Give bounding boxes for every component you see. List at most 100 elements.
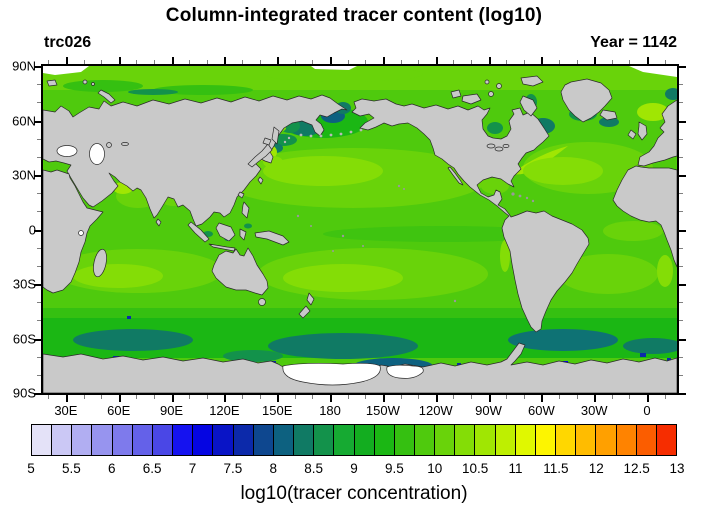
colorbar-cell-9 [213, 425, 234, 455]
colorbar-label-11: 11 [508, 461, 523, 476]
north-and-south-america [351, 98, 590, 333]
major-tick [383, 57, 385, 64]
lat-label-90N: 90N [12, 58, 36, 74]
colorbar-cell-19 [414, 425, 436, 455]
sulawesi [239, 228, 247, 241]
major-tick [66, 395, 68, 402]
lake-victoria [78, 230, 84, 236]
lon-label-30W: 30W [580, 403, 608, 418]
minor-tick [679, 266, 683, 267]
colorbar-label-6.5: 6.5 [142, 461, 162, 476]
colorbar-cell-29 [616, 425, 637, 455]
iceland [599, 109, 618, 121]
novaya-zemlya [97, 89, 116, 104]
minor-tick [189, 395, 190, 399]
colorbar-cell-4 [112, 425, 133, 455]
major-tick [679, 393, 686, 395]
colorbar-label-5: 5 [27, 461, 35, 476]
minor-tick [679, 248, 683, 249]
inland-water-and-shelf [56, 142, 510, 386]
hokkaido [262, 137, 272, 146]
major-tick [436, 395, 438, 402]
minor-tick [260, 395, 261, 399]
major-tick [647, 57, 649, 64]
antarctica [43, 342, 677, 393]
australia [211, 247, 269, 296]
minor-tick [418, 395, 419, 399]
polar-missing-data [43, 66, 677, 77]
major-tick [647, 395, 649, 402]
caribbean-islands [511, 192, 535, 203]
colorbar-cell-30 [636, 425, 657, 455]
major-tick [541, 395, 543, 402]
major-tick [679, 66, 686, 68]
colorbar-cell-26 [556, 425, 577, 455]
aleutian-islands [283, 128, 363, 144]
new-zealand-north [306, 292, 315, 306]
colorbar-cell-23 [495, 425, 516, 455]
minor-tick [577, 395, 578, 399]
colorbar-cell-15 [334, 425, 355, 455]
major-tick [594, 57, 596, 64]
major-tick [34, 121, 41, 123]
great-lakes [486, 143, 510, 152]
colorbar-cell-22 [475, 425, 496, 455]
lat-label-60N: 60N [12, 113, 36, 128]
africa-west [612, 165, 677, 268]
borneo [215, 222, 236, 242]
colorbar-cell-7 [173, 425, 194, 455]
lake-balkhash [121, 142, 129, 146]
major-tick [34, 393, 41, 395]
major-tick [119, 57, 121, 64]
major-tick [34, 66, 41, 68]
major-tick [330, 57, 332, 64]
lon-label-180: 180 [319, 403, 341, 418]
minor-tick [559, 395, 560, 399]
minor-tick [453, 395, 454, 399]
lon-label-150E: 150E [262, 403, 293, 418]
minor-tick [312, 395, 313, 399]
year-label: Year = 1142 [590, 34, 677, 51]
colorbar-label-9.5: 9.5 [384, 461, 404, 476]
ellesmere [520, 75, 544, 87]
colorbar-cell-16 [354, 425, 375, 455]
minor-tick [348, 395, 349, 399]
major-tick [277, 57, 279, 64]
minor-tick [679, 193, 683, 194]
lon-label-60W: 60W [528, 403, 555, 418]
colorbar-cell-1 [52, 425, 73, 455]
major-tick [277, 395, 279, 402]
colorbar-label-11.5: 11.5 [543, 461, 569, 476]
colorbar-label-10.5: 10.5 [461, 461, 489, 476]
minor-tick [612, 395, 613, 399]
world-map-plot [41, 64, 679, 395]
colorbar-cell-11 [253, 425, 274, 455]
victoria-island [461, 93, 482, 105]
land-masses [43, 75, 677, 393]
colorbar-label-8: 8 [269, 461, 278, 476]
lon-label-90W: 90W [475, 403, 502, 418]
major-tick [330, 395, 332, 402]
minor-tick [679, 157, 683, 158]
major-tick [489, 395, 491, 402]
taiwan [257, 176, 264, 185]
japan [247, 143, 273, 168]
lat-label-60S: 60S [12, 331, 36, 346]
new-guinea [254, 230, 290, 246]
minor-tick [365, 395, 366, 399]
colorbar-cell-25 [535, 425, 557, 455]
hainan [237, 191, 245, 199]
minor-tick [524, 395, 525, 399]
pacific-islands [296, 184, 457, 303]
lon-label-90E: 90E [159, 403, 184, 418]
major-tick [34, 339, 41, 341]
europe-west [637, 99, 677, 167]
banks-island [450, 89, 462, 99]
small-ice-shelf [386, 364, 424, 379]
caspian-sea [89, 143, 105, 165]
minor-tick [665, 395, 666, 399]
colorbar-cell-8 [193, 425, 214, 455]
major-tick [224, 57, 226, 64]
ireland [627, 129, 637, 140]
major-tick [224, 395, 226, 402]
